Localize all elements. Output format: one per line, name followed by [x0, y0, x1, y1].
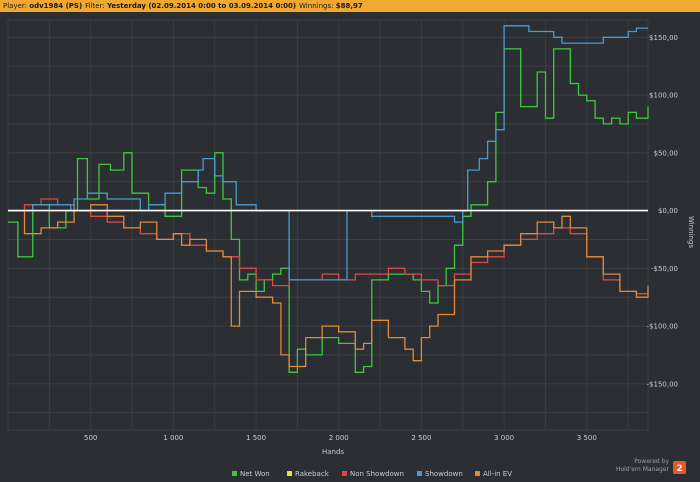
- series-line-non-showdown: [8, 198, 649, 295]
- series-line-showdown: [8, 25, 648, 281]
- header-bar: Player: odv1984 (PS) Filter: Yesterday (0…: [0, 0, 700, 12]
- x-tick-label: 2 500: [411, 434, 431, 442]
- brand-logo: Powered by Hold'em Manager 2: [616, 458, 686, 474]
- x-tick-label: 3 000: [494, 434, 514, 442]
- legend-swatch: [475, 471, 480, 476]
- x-tick-label: 1 500: [246, 434, 266, 442]
- x-tick-label: 500: [84, 434, 97, 442]
- x-axis-ticks: 500 1 000 1 500 2 000 2 500 3 000 3 500: [84, 434, 597, 442]
- winnings-value: $88,97: [335, 2, 363, 10]
- legend-item[interactable]: Showdown: [417, 470, 463, 478]
- x-axis-label: Hands: [322, 448, 344, 456]
- series-lines: [8, 25, 649, 373]
- legend-label: Rakeback: [295, 470, 330, 478]
- y-tick-label: $150,00: [649, 34, 678, 42]
- legend-swatch: [287, 471, 292, 476]
- legend-label: Net Won: [240, 470, 270, 478]
- legend-label: Non Showdown: [350, 470, 404, 478]
- legend-item[interactable]: Rakeback: [287, 470, 330, 478]
- filter-label: Filter:: [85, 2, 105, 10]
- player-label: Player:: [3, 2, 28, 10]
- legend-swatch: [417, 471, 422, 476]
- x-tick-label: 1 000: [163, 434, 183, 442]
- y-tick-label: -$50,00: [651, 265, 678, 273]
- x-tick-label: 2 000: [329, 434, 349, 442]
- legend-label: Showdown: [425, 470, 463, 478]
- grid: [7, 19, 649, 431]
- y-tick-label: $50,00: [654, 149, 679, 157]
- legend-item[interactable]: All-in EV: [475, 470, 512, 478]
- legend-item[interactable]: Non Showdown: [342, 470, 404, 478]
- y-tick-label: $0,00: [658, 207, 678, 215]
- legend: Net Won Rakeback Non Showdown Showdown All-i…: [232, 470, 512, 478]
- winnings-chart: 500 1 000 1 500 2 000 2 500 3 000 3 500 $150,0…: [7, 19, 695, 478]
- player-value: odv1984 (PS): [29, 2, 83, 10]
- filter-value: Yesterday (02.09.2014 0:00 to 03.09.2014…: [106, 2, 297, 10]
- x-tick-label: 3 500: [577, 434, 597, 442]
- legend-swatch: [342, 471, 347, 476]
- legend-swatch: [232, 471, 237, 476]
- y-axis-ticks: $150,00 $100,00 $50,00 $0,00 -$50,00 -$100,00…: [647, 34, 678, 388]
- brand-badge-text: 2: [676, 464, 682, 474]
- plot-area: [7, 19, 649, 431]
- brand-name: Hold'em Manager: [616, 466, 670, 473]
- series-line-net-won: [8, 48, 649, 373]
- legend-item[interactable]: Net Won: [232, 470, 270, 478]
- y-tick-label: -$150,00: [647, 380, 678, 388]
- brand-badge-icon: [673, 461, 686, 474]
- legend-label: All-in EV: [483, 470, 512, 478]
- y-tick-label: $100,00: [649, 92, 678, 100]
- brand-powered-by: Powered by: [634, 458, 669, 465]
- y-tick-label: -$100,00: [647, 323, 678, 331]
- y-axis-label: Winnings: [687, 216, 695, 248]
- series-line-all-in-ev: [8, 204, 649, 368]
- winnings-label: Winnings:: [299, 2, 334, 10]
